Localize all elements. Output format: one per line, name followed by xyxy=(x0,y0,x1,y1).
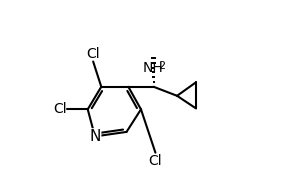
Text: Cl: Cl xyxy=(86,47,100,61)
Text: 2: 2 xyxy=(158,61,166,71)
Text: Cl: Cl xyxy=(53,102,66,116)
Text: NH: NH xyxy=(142,61,163,75)
Text: Cl: Cl xyxy=(148,154,162,168)
Text: N: N xyxy=(89,129,100,144)
